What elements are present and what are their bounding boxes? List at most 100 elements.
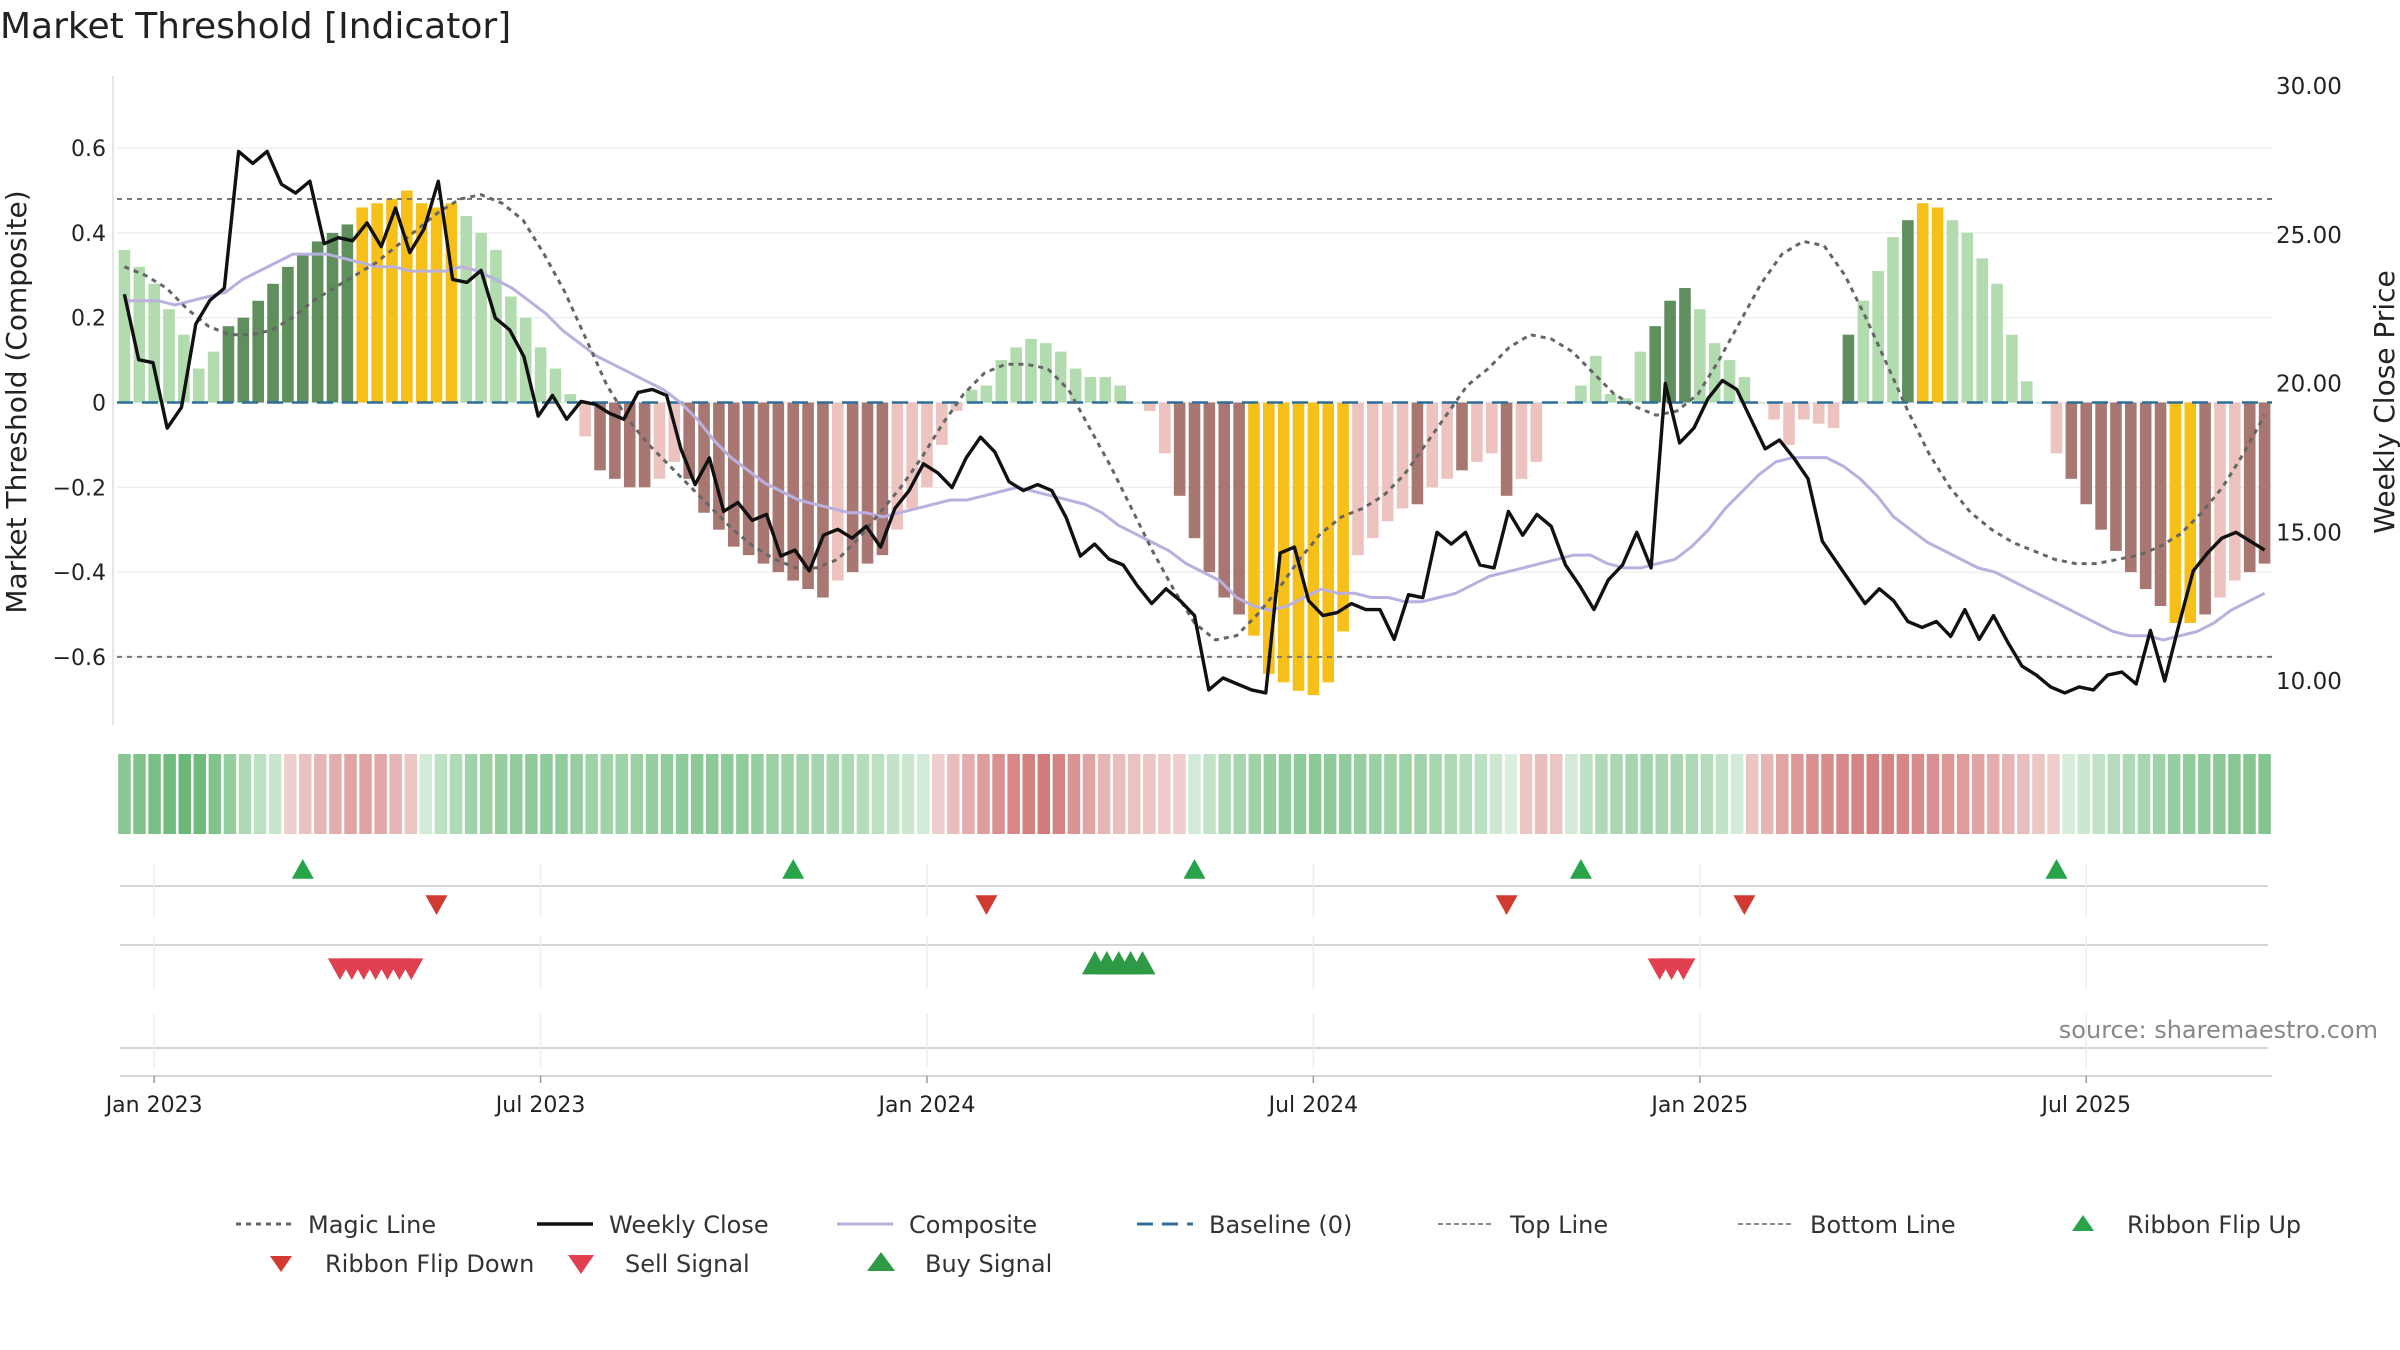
- legend-label: Composite: [909, 1211, 1037, 1239]
- ribbon-cell: [1022, 754, 1035, 834]
- composite-bar: [178, 334, 190, 403]
- ribbon-cell: [1444, 754, 1457, 834]
- composite-bar: [1426, 402, 1439, 488]
- composite-bar: [1649, 326, 1662, 403]
- ribbon-cell: [1474, 754, 1488, 834]
- y-axis-label-right: Weekly Close Price: [2368, 270, 2400, 533]
- composite-bar: [1768, 402, 1780, 420]
- composite-bar: [2020, 381, 2033, 403]
- composite-bar: [1144, 402, 1156, 411]
- ribbon-cell: [1414, 754, 1427, 834]
- y-tick-right: 30.00: [2276, 74, 2342, 100]
- ribbon-cell: [1489, 754, 1503, 834]
- composite-bar: [1560, 402, 1572, 404]
- composite-bar: [1694, 309, 1706, 403]
- composite-bar: [2110, 402, 2122, 551]
- composite-bar: [1352, 402, 1364, 556]
- composite-bar: [356, 207, 369, 403]
- ribbon-cell: [766, 754, 779, 834]
- ribbon-cell: [675, 754, 689, 834]
- composite-bar: [2229, 402, 2241, 581]
- composite-bar: [222, 326, 235, 403]
- ribbon-cell: [1459, 754, 1473, 834]
- ribbon-cell: [1700, 754, 1714, 834]
- ribbon-cell: [1851, 754, 1864, 834]
- legend-swatch-ribbon-flip-up: [2072, 1215, 2094, 1231]
- ribbon-flip-up-marker: [1183, 859, 1206, 879]
- ribbon-cell: [1776, 754, 1789, 834]
- composite-bar: [534, 347, 547, 403]
- composite-bar: [1664, 300, 1676, 403]
- composite-bar: [1961, 232, 1974, 403]
- chart-title: Market Threshold [Indicator]: [0, 6, 511, 47]
- ribbon-cell: [2167, 754, 2181, 834]
- x-axis: Jan 2023 Jul 2023 Jan 2024 Jul 2024 Jan 2025…: [104, 1075, 2272, 1118]
- composite-bar: [564, 394, 577, 403]
- composite-bar: [742, 402, 755, 556]
- ribbon-cell: [1037, 754, 1051, 834]
- ribbon-cell: [1625, 754, 1638, 834]
- ribbon-cell: [374, 754, 387, 834]
- composite-bar: [1233, 402, 1245, 615]
- composite-bar: [861, 402, 874, 564]
- ribbon-cell: [2077, 754, 2090, 834]
- composite-bar: [1634, 351, 1647, 403]
- ribbon-cell: [1956, 754, 1970, 834]
- composite-bar: [1589, 355, 1602, 403]
- ribbon-cell: [2092, 754, 2106, 834]
- composite-bar: [1991, 283, 2003, 403]
- composite-bar: [460, 215, 473, 403]
- ribbon-cell: [344, 754, 357, 834]
- composite-bar: [267, 283, 279, 403]
- ribbon-cell: [615, 754, 629, 834]
- composite-bar: [668, 402, 681, 462]
- ribbon-cell: [962, 754, 975, 834]
- ribbon-cell: [510, 754, 523, 834]
- composite-bar: [2243, 402, 2256, 573]
- ribbon-flip-up-marker: [2045, 859, 2068, 879]
- composite-bar: [1619, 398, 1632, 403]
- composite-bar: [2258, 402, 2271, 564]
- composite-bar: [1872, 271, 1884, 403]
- composite-bar: [341, 224, 354, 403]
- composite-bar: [2050, 402, 2063, 454]
- composite-bar: [950, 402, 963, 411]
- composite-bar: [282, 266, 294, 403]
- buy-signal-marker: [1129, 951, 1156, 975]
- composite-bar: [1040, 343, 1052, 403]
- ribbon-cell: [1143, 754, 1156, 834]
- composite-bar: [1411, 402, 1424, 505]
- axes: 0.6 0.4 0.2 0 −0.2 −0.4 −0.6 30.00 25.00 20.00 15.…: [53, 74, 2342, 725]
- composite-bar: [891, 402, 904, 530]
- ribbon-cell: [268, 754, 282, 834]
- ribbon-cell: [1504, 754, 1518, 834]
- composite-bar: [2139, 402, 2152, 590]
- ribbon-cell: [479, 754, 493, 834]
- ribbon-cell: [2243, 754, 2256, 834]
- ribbon-cell: [705, 754, 719, 834]
- composite-bar: [1114, 385, 1126, 403]
- composite-bar: [1679, 288, 1691, 403]
- ribbon-cell: [1595, 754, 1608, 834]
- ribbon-cell: [1338, 754, 1352, 834]
- composite-bar: [1025, 338, 1037, 403]
- composite-bar: [549, 368, 562, 403]
- ribbon-cell: [1926, 754, 1940, 834]
- composite-bar: [1783, 402, 1795, 445]
- ribbon-cell: [1836, 754, 1849, 834]
- composite-bar: [207, 351, 220, 403]
- composite-bar: [579, 402, 591, 437]
- composite-bar: [2154, 402, 2167, 607]
- legend-label: Sell Signal: [625, 1250, 750, 1278]
- ribbon-cell: [238, 754, 252, 834]
- composite-bar: [118, 249, 131, 403]
- ribbon-cell: [856, 754, 870, 834]
- composite-bars: [118, 190, 2271, 696]
- composite-bar: [445, 203, 458, 403]
- ribbon-cell: [525, 754, 538, 834]
- composite-bar: [1946, 220, 1959, 403]
- ribbon-cell: [1263, 754, 1277, 834]
- composite-bar: [653, 402, 666, 479]
- ribbon-cell: [299, 754, 312, 834]
- ribbon-cell: [1429, 754, 1442, 834]
